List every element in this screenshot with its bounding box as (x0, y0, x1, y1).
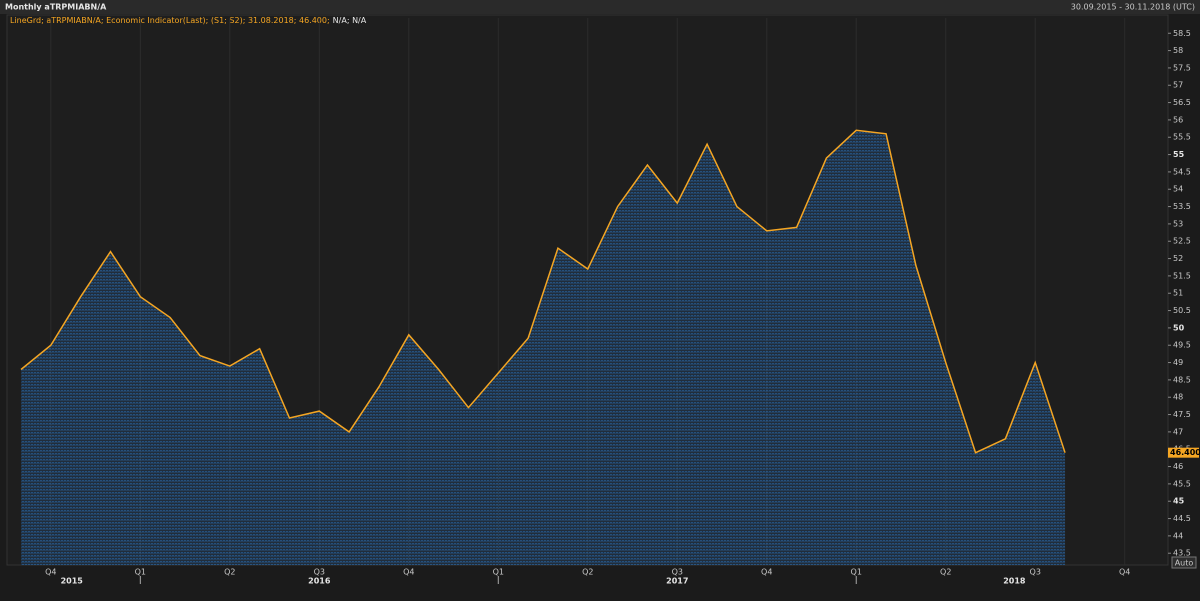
x-tick-label: Q3 (1030, 568, 1041, 577)
legend-main: LineGrd; aTRPMIABN/A; Economic Indicator… (10, 16, 330, 25)
y-tick-label: 44.5 (1173, 514, 1191, 523)
chart-title: Monthly aTRPMIABN/A (5, 3, 107, 12)
year-label: 2018 (1003, 577, 1026, 586)
y-tick-label: 51 (1173, 289, 1183, 298)
date-range: 30.09.2015 - 30.11.2018 (UTC) (1071, 3, 1195, 12)
legend-text: LineGrd; aTRPMIABN/A; Economic Indicator… (10, 16, 367, 25)
auto-button[interactable] (1171, 556, 1197, 569)
x-tick-label: Q4 (403, 568, 414, 577)
y-tick-label: 56.5 (1173, 98, 1191, 107)
y-tick-label: 47 (1173, 427, 1183, 436)
x-tick-label: Q1 (493, 568, 504, 577)
y-tick-label: 53.5 (1173, 202, 1191, 211)
year-label: 2015 (61, 577, 84, 586)
y-tick-label: 49 (1173, 358, 1183, 367)
x-tick-label: Q2 (940, 568, 951, 577)
y-tick-label: 54 (1173, 185, 1183, 194)
y-tick-label: 55 (1173, 150, 1185, 159)
x-tick-label: Q3 (314, 568, 325, 577)
y-tick-label: 57 (1173, 81, 1183, 90)
y-tick-label: 56 (1173, 115, 1183, 124)
y-tick-label: 48.5 (1173, 375, 1191, 384)
y-tick-label: 58 (1173, 46, 1183, 55)
y-tick-label: 52 (1173, 254, 1183, 263)
x-tick-label: Q2 (224, 568, 235, 577)
y-tick-label: 50.5 (1173, 306, 1191, 315)
line (20, 129, 1066, 454)
x-tick-label: Q4 (1119, 568, 1130, 577)
y-tick-label: 51.5 (1173, 271, 1191, 280)
last-value-label: 46.400 (1170, 448, 1200, 457)
area-fill (21, 130, 1066, 566)
y-tick-label: 57.5 (1173, 63, 1191, 72)
x-tick-label: Q3 (672, 568, 683, 577)
y-tick-label: 54.5 (1173, 167, 1191, 176)
last-value-box (1168, 447, 1199, 458)
y-tick-label: 55.5 (1173, 133, 1191, 142)
y-tick-label: 45 (1173, 497, 1185, 506)
y-tick-label: 48 (1173, 393, 1183, 402)
legend-extra: N/A; N/A (333, 16, 367, 25)
y-tick-label: 47.5 (1173, 410, 1191, 419)
title-bar (0, 0, 1200, 14)
y-tick-label: 44 (1173, 531, 1183, 540)
y-tick-label: 45.5 (1173, 479, 1191, 488)
y-tick-label: 49.5 (1173, 341, 1191, 350)
x-tick-label: Q4 (45, 568, 56, 577)
year-label: 2017 (666, 577, 688, 586)
y-tick-label: 46 (1173, 462, 1183, 471)
y-tick-label: 53 (1173, 219, 1183, 228)
x-tick-label: Q1 (851, 568, 862, 577)
x-tick-label: Q1 (135, 568, 146, 577)
y-tick-label: 43.5 (1173, 549, 1191, 558)
x-tick-label: Q2 (582, 568, 593, 577)
year-label: 2016 (308, 577, 331, 586)
auto-button-label[interactable]: Auto (1175, 559, 1194, 568)
y-tick-label: 50 (1173, 323, 1185, 332)
y-tick-label: 52.5 (1173, 237, 1191, 246)
y-tick-label: 58.5 (1173, 29, 1191, 38)
x-tick-label: Q4 (761, 568, 772, 577)
